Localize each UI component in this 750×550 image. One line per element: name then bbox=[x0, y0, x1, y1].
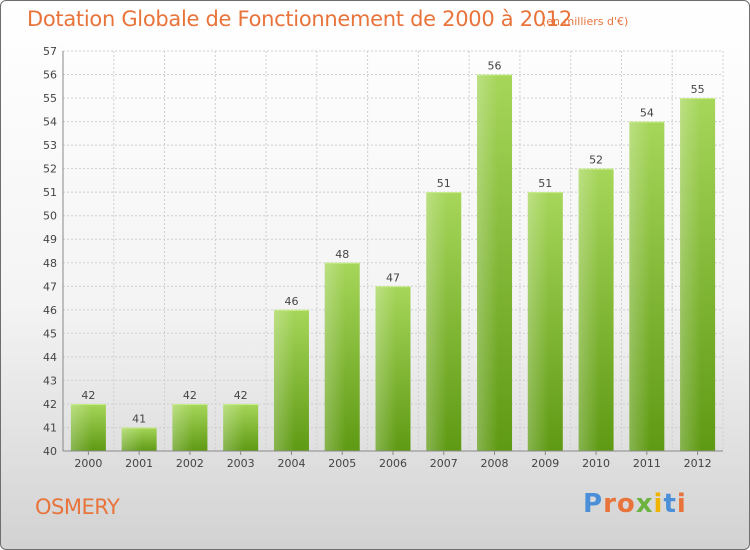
y-tick-label: 40 bbox=[43, 445, 57, 458]
data-label: 51 bbox=[538, 177, 552, 190]
chart-title: Dotation Globale de Fonctionnement de 20… bbox=[27, 7, 572, 31]
y-tick-label: 41 bbox=[43, 421, 57, 434]
y-tick-label: 57 bbox=[43, 45, 57, 58]
unit-note: (en milliers d'€) bbox=[542, 15, 629, 28]
y-tick-label: 56 bbox=[43, 69, 57, 82]
y-tick-label: 45 bbox=[43, 327, 57, 340]
x-tick-label: 2009 bbox=[531, 457, 559, 470]
bar-sheen bbox=[375, 286, 411, 451]
y-tick-label: 50 bbox=[43, 210, 57, 223]
y-tick-label: 52 bbox=[43, 163, 57, 176]
proxiti-logo: Proxiti bbox=[583, 489, 687, 519]
data-label: 42 bbox=[183, 389, 197, 402]
y-tick-label: 47 bbox=[43, 280, 57, 293]
data-label: 56 bbox=[488, 60, 502, 73]
data-label: 46 bbox=[284, 295, 298, 308]
x-tick-label: 2006 bbox=[379, 457, 407, 470]
bar-sheen bbox=[629, 121, 665, 452]
logo-letter: r bbox=[603, 489, 617, 519]
y-tick-label: 51 bbox=[43, 186, 57, 199]
y-tick-label: 55 bbox=[43, 92, 57, 105]
bar-sheen bbox=[70, 403, 106, 451]
y-tick-label: 53 bbox=[43, 139, 57, 152]
bar-layer bbox=[70, 74, 716, 452]
axis-layer: 40 41 42 43 44 45 46 47 48 49 50 51 52 53 54 55 56 57 2000… bbox=[43, 45, 723, 470]
data-label: 52 bbox=[589, 154, 603, 167]
x-tick-label: 2012 bbox=[684, 457, 712, 470]
commune-name: OSMERY bbox=[35, 495, 120, 519]
logo-letter: x bbox=[635, 489, 654, 519]
bar-sheen bbox=[223, 403, 259, 451]
bar-sheen bbox=[426, 192, 462, 452]
x-tick-label: 2005 bbox=[328, 457, 356, 470]
x-tick-label: 2007 bbox=[430, 457, 458, 470]
bar-sheen bbox=[121, 427, 157, 451]
data-label: 55 bbox=[691, 83, 705, 96]
x-tick-label: 2011 bbox=[633, 457, 661, 470]
x-tick-label: 2010 bbox=[582, 457, 610, 470]
data-label: 42 bbox=[81, 389, 95, 402]
data-label: 48 bbox=[335, 248, 349, 261]
data-label: 41 bbox=[132, 412, 146, 425]
y-tick-label: 43 bbox=[43, 374, 57, 387]
label-layer: 42 41 42 42 46 48 47 51 56 51 52 54 55 bbox=[81, 60, 704, 426]
logo-letter: i bbox=[653, 489, 664, 519]
bar-sheen bbox=[680, 98, 716, 451]
y-tick-label: 54 bbox=[43, 116, 57, 129]
x-tick-label: 2004 bbox=[277, 457, 305, 470]
bar-sheen bbox=[172, 403, 208, 451]
bar-sheen bbox=[477, 74, 513, 451]
bar-sheen bbox=[578, 168, 614, 451]
y-tick-label: 44 bbox=[43, 351, 57, 364]
bar-sheen bbox=[273, 309, 309, 451]
y-tick-label: 46 bbox=[43, 304, 57, 317]
data-label: 54 bbox=[640, 107, 654, 120]
x-tick-label: 2000 bbox=[74, 457, 102, 470]
x-tick-label: 2001 bbox=[125, 457, 153, 470]
bar-sheen bbox=[527, 192, 563, 452]
y-tick-label: 42 bbox=[43, 398, 57, 411]
y-tick-label: 48 bbox=[43, 257, 57, 270]
logo-letter: o bbox=[616, 489, 636, 519]
logo-letter: t bbox=[663, 489, 677, 519]
logo-letter: i bbox=[676, 489, 687, 519]
y-tick-label: 49 bbox=[43, 233, 57, 246]
bar-sheen bbox=[324, 262, 360, 451]
x-tick-label: 2003 bbox=[227, 457, 255, 470]
data-label: 47 bbox=[386, 271, 400, 284]
logo-letter: P bbox=[583, 489, 604, 519]
x-tick-label: 2008 bbox=[481, 457, 509, 470]
x-tick-label: 2002 bbox=[176, 457, 204, 470]
data-label: 42 bbox=[234, 389, 248, 402]
data-label: 51 bbox=[437, 177, 451, 190]
